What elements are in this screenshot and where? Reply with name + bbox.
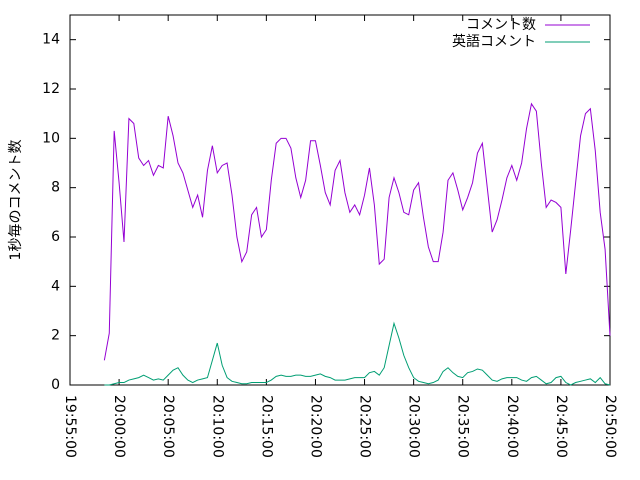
- series-line: [104, 321, 611, 386]
- legend-label: コメント数: [466, 17, 536, 33]
- y-tick-label: 4: [51, 278, 60, 294]
- series-line: [103, 102, 611, 361]
- x-tick-label: 20:15:00: [258, 395, 274, 458]
- x-tick-label: 19:55:00: [62, 395, 78, 458]
- y-tick-label: 10: [42, 130, 60, 146]
- x-tick-label: 20:35:00: [455, 395, 471, 458]
- x-tick-label: 20:25:00: [357, 395, 373, 458]
- x-tick-label: 20:45:00: [553, 395, 569, 458]
- plot-border: [69, 14, 611, 386]
- x-tick-label: 20:50:00: [602, 395, 618, 458]
- x-tick-label: 20:05:00: [160, 395, 176, 458]
- x-tick-label: 20:20:00: [307, 395, 323, 458]
- x-tick-label: 20:00:00: [111, 395, 127, 458]
- x-tick-label: 20:40:00: [504, 395, 520, 458]
- y-axis-label: 1秒毎のコメント数: [8, 140, 24, 261]
- y-tick-label: 12: [42, 81, 60, 97]
- x-tick-label: 20:30:00: [406, 395, 422, 458]
- y-tick-label: 6: [51, 229, 60, 245]
- legend-label: 英語コメント: [452, 33, 536, 50]
- y-tick-label: 8: [51, 180, 60, 196]
- y-tick-label: 2: [51, 328, 60, 344]
- y-tick-label: 14: [42, 32, 60, 48]
- x-tick-label: 20:10:00: [209, 395, 225, 458]
- y-tick-label: 0: [51, 377, 60, 393]
